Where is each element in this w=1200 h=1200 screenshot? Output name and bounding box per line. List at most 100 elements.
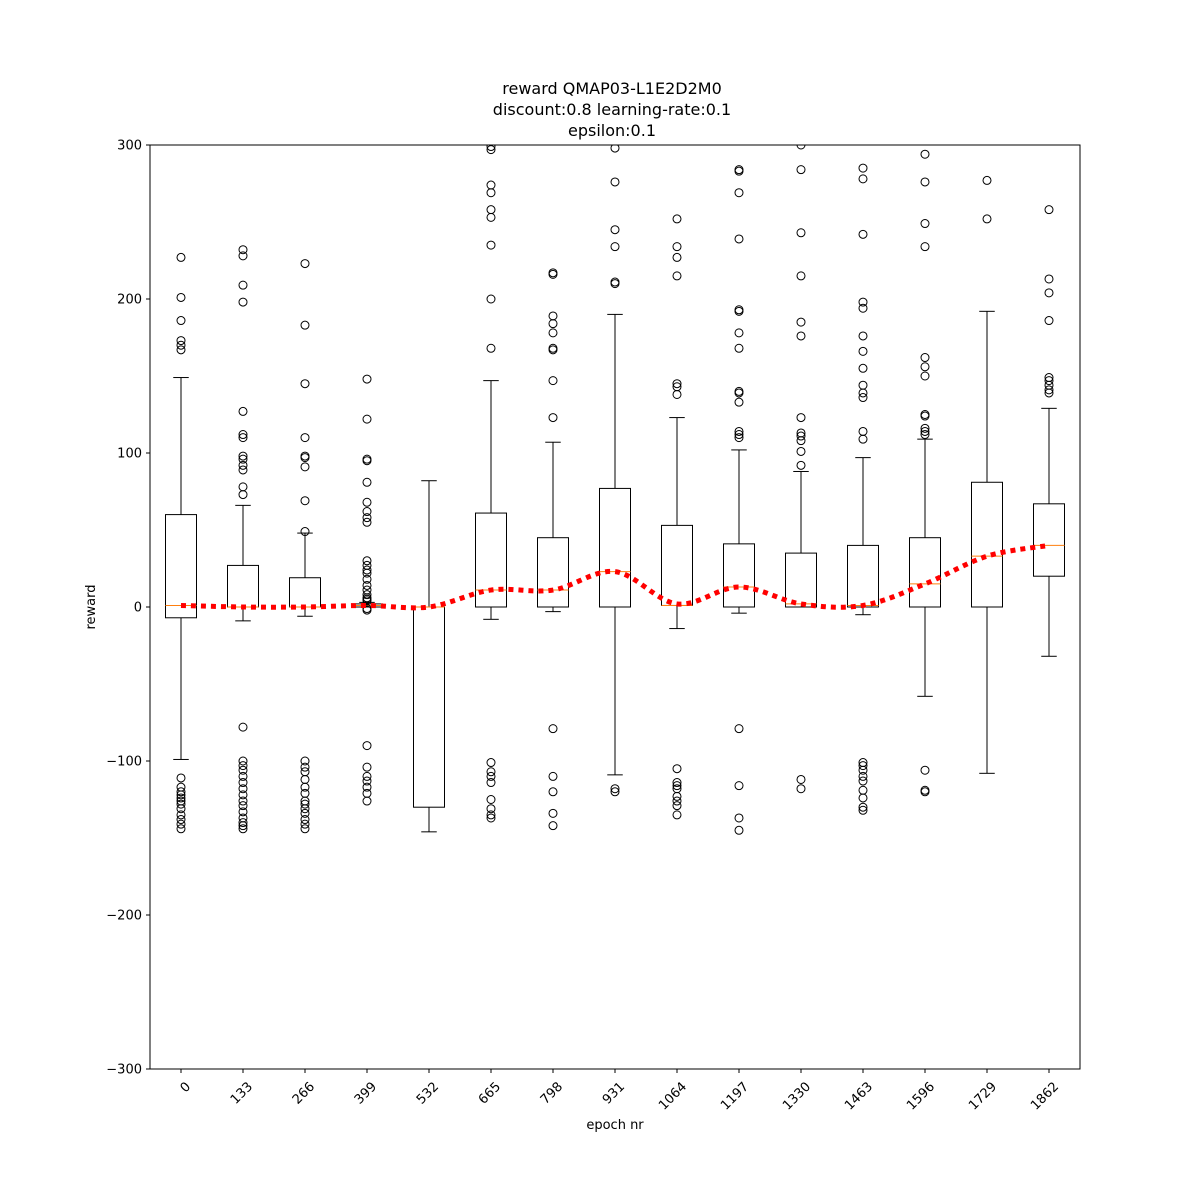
outlier-point (858, 793, 868, 803)
box (599, 487, 631, 608)
outlier-point (734, 166, 744, 176)
outlier-point (1044, 385, 1054, 395)
chart-title-line-1: reward QMAP03-L1E2D2M0 (502, 79, 722, 98)
outlier-point (176, 824, 186, 834)
outlier-point (734, 234, 744, 244)
outlier-point (176, 819, 186, 829)
outlier-point (486, 771, 496, 781)
outlier-point (238, 801, 248, 811)
box-group-532 (413, 480, 445, 833)
outlier-point (734, 306, 744, 316)
outlier-point (610, 145, 620, 153)
outlier-point (796, 774, 806, 784)
outlier-point (548, 787, 558, 797)
outlier-point (796, 413, 806, 423)
outlier-point (362, 568, 372, 578)
outlier-point (238, 824, 248, 834)
box (723, 543, 755, 608)
outlier-point (858, 346, 868, 356)
y-tick-label: 200 (117, 293, 142, 308)
outlier-point (796, 446, 806, 456)
outlier-point (238, 771, 248, 781)
outlier-point (796, 165, 806, 175)
outlier-point (920, 362, 930, 372)
outlier-point (672, 242, 682, 252)
box-group-1197 (723, 165, 755, 835)
outlier-point (796, 460, 806, 470)
outlier-point (858, 761, 868, 771)
outlier-point (300, 496, 310, 506)
outlier-point (920, 426, 930, 436)
outlier-point (610, 242, 620, 252)
outlier-point (362, 590, 372, 600)
outlier-point (734, 397, 744, 407)
outlier-point (362, 513, 372, 523)
outlier-point (858, 174, 868, 184)
outlier-point (238, 430, 248, 440)
outlier-point (920, 371, 930, 381)
outlier-point (1044, 205, 1054, 215)
outlier-point (734, 781, 744, 791)
outlier-point (486, 810, 496, 820)
outlier-point (920, 411, 930, 421)
outlier-point (362, 497, 372, 507)
box (909, 537, 941, 608)
y-tick-label: 0 (134, 601, 142, 616)
outlier-point (672, 214, 682, 224)
outlier-point (300, 819, 310, 829)
outlier-point (238, 406, 248, 416)
outlier-point (238, 756, 248, 766)
outlier-point (548, 328, 558, 338)
outlier-point (300, 815, 310, 825)
outlier-point (672, 791, 682, 801)
outlier-point (610, 225, 620, 235)
box (165, 514, 197, 619)
outlier-point (362, 556, 372, 566)
outlier-point (858, 776, 868, 786)
outlier-point (734, 433, 744, 443)
outlier-point (548, 319, 558, 329)
outlier-point (238, 765, 248, 775)
outlier-point (300, 762, 310, 772)
outlier-point (486, 294, 496, 304)
outlier-point (548, 413, 558, 423)
outlier-point (300, 462, 310, 472)
outlier-point (858, 388, 868, 398)
outlier-point (362, 771, 372, 781)
outlier-point (176, 292, 186, 302)
outlier-point (920, 149, 930, 159)
outlier-point (486, 813, 496, 823)
outlier-point (734, 188, 744, 198)
outlier-point (734, 813, 744, 823)
y-tick-label: −300 (106, 1063, 142, 1078)
box-group-1729 (971, 175, 1003, 774)
outlier-point (548, 724, 558, 734)
y-axis-label: reward (84, 584, 99, 629)
outlier-point (1044, 288, 1054, 298)
outlier-point (238, 778, 248, 788)
outlier-point (858, 363, 868, 373)
y-tick-label: 300 (117, 139, 142, 154)
outlier-point (238, 433, 248, 443)
outlier-point (858, 163, 868, 173)
outlier-point (486, 145, 496, 152)
outlier-point (176, 345, 186, 355)
outlier-point (238, 451, 248, 461)
outlier-point (238, 297, 248, 307)
outlier-point (176, 799, 186, 809)
outlier-point (672, 389, 682, 399)
outlier-point (238, 761, 248, 771)
outlier-point (734, 388, 744, 398)
outlier-point (734, 343, 744, 353)
outlier-point (486, 778, 496, 788)
outlier-point (796, 317, 806, 327)
outlier-point (238, 280, 248, 290)
outlier-point (858, 765, 868, 775)
y-tick-label: −200 (106, 909, 142, 924)
outlier-point (858, 393, 868, 403)
outlier-point (796, 431, 806, 441)
outlier-point (672, 778, 682, 788)
box-group-1463 (847, 163, 879, 815)
outlier-point (858, 771, 868, 781)
outlier-point (486, 145, 496, 155)
